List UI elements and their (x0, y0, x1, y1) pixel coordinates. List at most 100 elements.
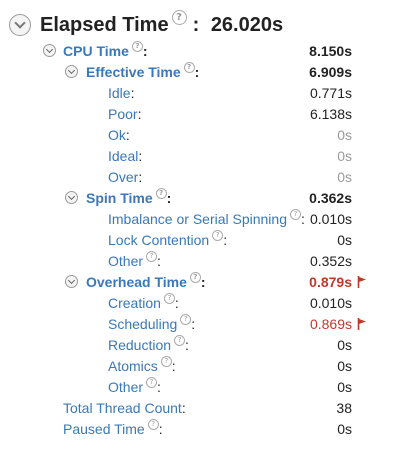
label-colon: : (301, 211, 305, 227)
help-icon[interactable]: ? (131, 41, 143, 52)
label-colon: : (171, 358, 176, 374)
elapsed-time-label: Elapsed Time (40, 14, 169, 36)
metric-label[interactable]: Paused Time?: (63, 419, 163, 437)
chevron-down-icon[interactable] (65, 275, 78, 288)
metric-row-idle: Idle: 0.771s (0, 84, 406, 105)
chevron-down-icon[interactable] (43, 44, 56, 57)
metric-row-scheduling: Scheduling?: 0.869s (0, 314, 406, 336)
help-icon[interactable]: ? (147, 419, 159, 430)
metric-label[interactable]: Poor: (108, 106, 142, 122)
label-colon: : (157, 379, 161, 395)
metric-value: 0.879s (309, 274, 352, 290)
label-colon: : (185, 337, 189, 353)
metric-label[interactable]: Lock Contention?: (108, 230, 228, 248)
help-icon[interactable]: ? (189, 272, 201, 283)
label-colon: : (166, 190, 172, 206)
metric-value: 0s (337, 169, 352, 185)
label-colon: : (191, 316, 196, 332)
label-colon: : (200, 274, 206, 290)
metric-row-reduction: Reduction?: 0s (0, 335, 406, 357)
metric-label[interactable]: Atomics?: (108, 356, 176, 374)
help-icon[interactable]: ? (212, 230, 224, 241)
help-icon[interactable]: ? (163, 293, 175, 304)
metric-row-atomics: Atomics?: 0s (0, 356, 406, 378)
metric-row-imbalance: Imbalance or Serial Spinning?: 0.010s (0, 209, 406, 231)
metric-value: 0s (337, 337, 352, 353)
metric-value: 0.869s (309, 316, 352, 332)
metric-label[interactable]: Other?: (108, 377, 161, 395)
metric-value: 0s (337, 379, 352, 395)
metric-row-ok: Ok: 0s (0, 126, 406, 147)
label-colon: : (194, 64, 200, 80)
red-flag-icon[interactable] (357, 318, 367, 330)
elapsed-time-header: Elapsed Time?: 26.020s (0, 10, 406, 40)
label-colon: : (137, 106, 142, 122)
help-icon[interactable]: ? (146, 377, 158, 388)
label-colon: : (181, 400, 186, 416)
metric-value: 0.352s (309, 253, 352, 269)
metric-value: 0.362s (309, 190, 352, 206)
label-colon: : (130, 85, 135, 101)
help-icon[interactable]: ? (290, 209, 301, 220)
elapsed-time-value: 26.020s (210, 14, 284, 36)
metric-row-cpu-time: CPU Time?: 8.150s (0, 41, 406, 63)
metric-label[interactable]: Ok: (108, 127, 130, 143)
metric-label[interactable]: Imbalance or Serial Spinning?: (108, 209, 305, 227)
metric-row-overhead-other: Other?: 0s (0, 377, 406, 399)
metric-row-paused-time: Paused Time?: 0s (0, 419, 406, 441)
label-colon: : (138, 148, 143, 164)
metric-row-overhead-time: Overhead Time?: 0.879s (0, 272, 406, 294)
metric-label[interactable]: Scheduling?: (108, 314, 196, 332)
metric-value: 6.909s (309, 64, 352, 80)
label-colon: : (125, 127, 130, 143)
chevron-down-icon[interactable] (65, 191, 78, 204)
red-flag-icon[interactable] (357, 276, 367, 288)
metric-row-effective-time: Effective Time?: 6.909s (0, 62, 406, 84)
metric-label[interactable]: Idle: (108, 85, 135, 101)
metric-row-poor: Poor: 6.138s (0, 105, 406, 126)
metric-value: 38 (336, 400, 352, 416)
label-colon: : (223, 232, 228, 248)
chevron-down-icon[interactable] (9, 14, 31, 36)
help-icon[interactable]: ? (146, 251, 158, 262)
page-title: Elapsed Time?: 26.020s (40, 10, 284, 37)
help-icon[interactable]: ? (171, 10, 187, 25)
metric-label[interactable]: Other?: (108, 251, 161, 269)
metric-row-lock-contention: Lock Contention?: 0s (0, 230, 406, 252)
metric-label[interactable]: Ideal: (108, 148, 143, 164)
metric-label[interactable]: Creation?: (108, 293, 179, 311)
metric-value: 0.010s (309, 211, 352, 227)
metric-label[interactable]: Spin Time?: (86, 188, 172, 206)
label-colon: : (158, 421, 163, 437)
metric-value: 0.010s (309, 295, 352, 311)
help-icon[interactable]: ? (174, 335, 186, 346)
metric-label[interactable]: Reduction?: (108, 335, 189, 353)
label-colon: : (142, 43, 148, 59)
help-icon[interactable]: ? (180, 314, 192, 325)
label-colon: : (174, 295, 179, 311)
help-icon[interactable]: ? (183, 62, 195, 73)
metric-value: 0s (337, 232, 352, 248)
metric-value: 6.138s (309, 106, 352, 122)
metric-label[interactable]: Total Thread Count: (63, 400, 186, 416)
label-colon: : (138, 169, 143, 185)
metric-label[interactable]: Effective Time?: (86, 62, 200, 80)
metric-label[interactable]: Overhead Time?: (86, 272, 206, 290)
metric-value: 8.150s (309, 43, 352, 59)
label-colon: : (157, 253, 161, 269)
metric-value: 0s (337, 358, 352, 374)
metric-row-ideal: Ideal: 0s (0, 147, 406, 168)
metric-label[interactable]: CPU Time?: (63, 41, 148, 59)
metric-value: 0.771s (309, 85, 352, 101)
metric-value: 0s (337, 148, 352, 164)
chevron-down-icon[interactable] (65, 65, 78, 78)
metric-row-total-thread-count: Total Thread Count: 38 (0, 399, 406, 420)
metric-row-over: Over: 0s (0, 168, 406, 189)
metric-row-spin-other: Other?: 0.352s (0, 251, 406, 273)
metric-label[interactable]: Over: (108, 169, 143, 185)
help-icon[interactable]: ? (160, 356, 172, 367)
title-colon: : (192, 14, 200, 36)
metric-row-creation: Creation?: 0.010s (0, 293, 406, 315)
help-icon[interactable]: ? (155, 188, 167, 199)
metric-row-spin-time: Spin Time?: 0.362s (0, 188, 406, 210)
